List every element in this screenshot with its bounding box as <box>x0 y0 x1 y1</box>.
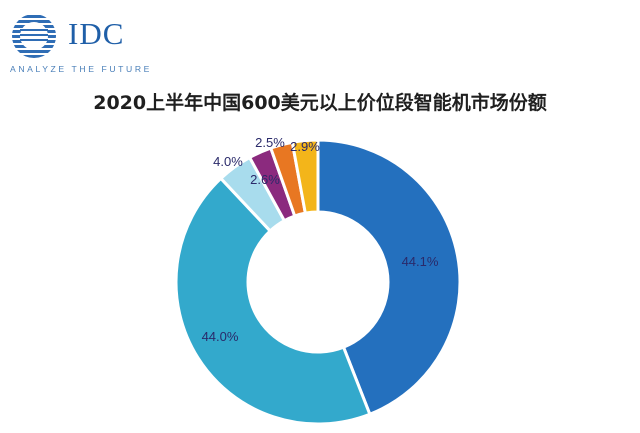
slice-label: 4.0% <box>213 154 243 169</box>
chart-title: 2020上半年中国600美元以上价位段智能机市场份额 <box>93 92 547 114</box>
donut-slice <box>290 138 320 215</box>
idc-logo: IDC ANALYZE THE FUTURE <box>10 12 150 74</box>
slice-label: 2.9% <box>290 139 320 154</box>
slice-label: 2.6% <box>250 172 280 187</box>
brand-name: IDC <box>68 16 125 51</box>
brand-tagline: ANALYZE THE FUTURE <box>10 64 152 74</box>
donut-slice <box>174 176 372 426</box>
slice-label: 44.1% <box>402 254 439 269</box>
slice-label: 2.5% <box>255 135 285 150</box>
idc-globe-icon <box>12 15 56 58</box>
donut-slice <box>316 138 462 417</box>
slice-label: 44.0% <box>202 329 239 344</box>
